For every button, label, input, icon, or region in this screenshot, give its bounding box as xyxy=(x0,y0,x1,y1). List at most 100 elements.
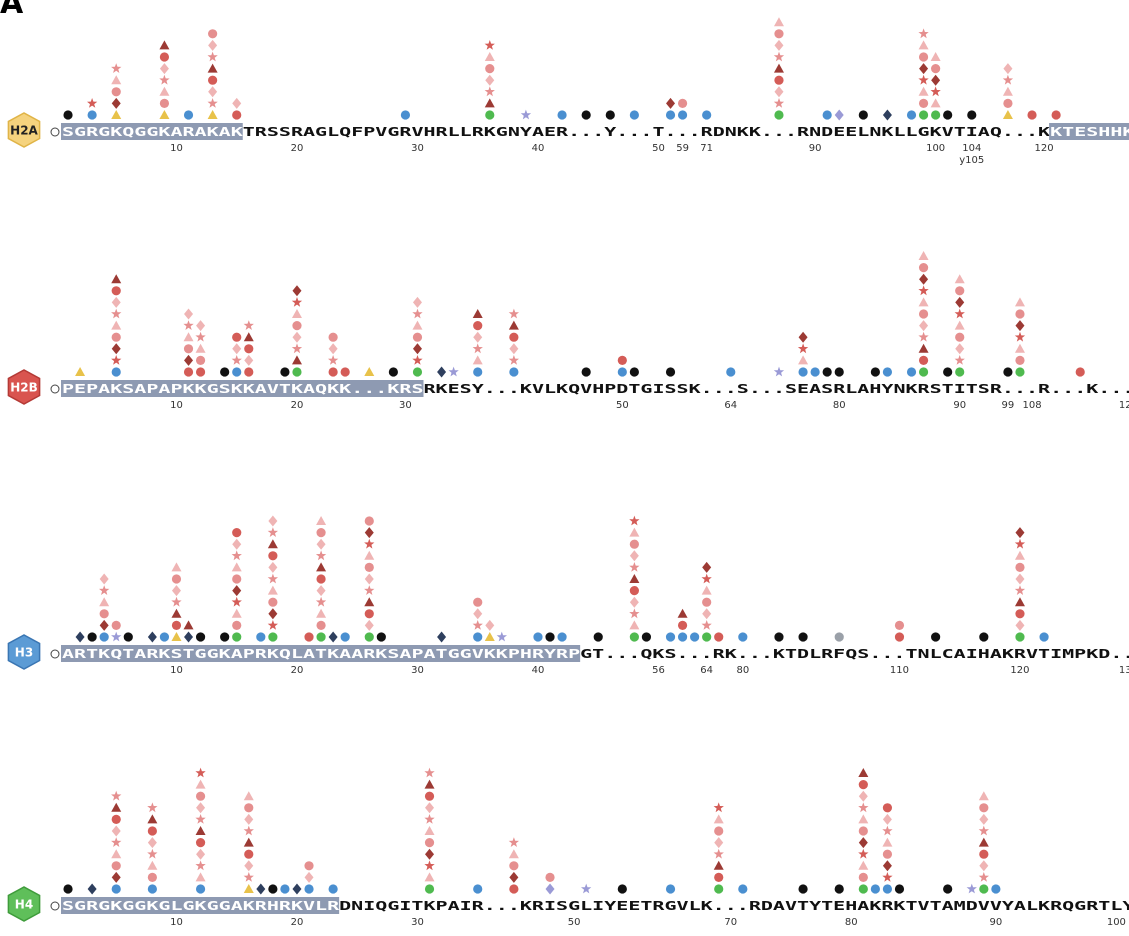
ptm-marker xyxy=(978,872,989,882)
ptm-stack xyxy=(340,367,350,377)
ptm-marker xyxy=(484,52,495,61)
ptm-marker xyxy=(1039,632,1049,642)
ptm-marker xyxy=(557,632,567,642)
residue-number: 30 xyxy=(411,143,424,154)
ptm-marker xyxy=(798,884,808,894)
ptm-marker xyxy=(244,803,254,813)
ptm-marker xyxy=(677,620,688,631)
ptm-marker xyxy=(617,355,627,365)
ptm-marker xyxy=(207,98,218,108)
ptm-marker xyxy=(328,631,338,643)
ptm-marker xyxy=(677,98,688,108)
ptm-marker xyxy=(472,355,483,365)
ptm-stack xyxy=(111,63,122,119)
ptm-marker xyxy=(280,367,290,377)
ptm-marker xyxy=(171,574,182,584)
ptm-marker xyxy=(617,884,627,894)
ptm-marker xyxy=(1014,538,1026,549)
ptm-marker xyxy=(955,367,965,377)
ptm-marker xyxy=(412,355,423,365)
ptm-stack xyxy=(437,631,447,643)
ptm-marker xyxy=(207,63,218,73)
ptm-stack xyxy=(810,367,820,377)
ptm-marker xyxy=(714,826,724,836)
ptm-marker xyxy=(701,573,712,584)
ptm-marker xyxy=(774,75,784,85)
ptm-stack xyxy=(834,632,844,642)
ptm-stack xyxy=(328,884,338,894)
ptm-stack xyxy=(231,332,242,377)
residue-number: 30 xyxy=(399,400,412,411)
ptm-marker xyxy=(316,516,327,525)
ptm-marker xyxy=(425,802,435,814)
ptm-stack xyxy=(388,367,398,377)
ptm-marker xyxy=(919,63,929,75)
ptm-stack xyxy=(111,790,122,894)
residue-number: 20 xyxy=(291,143,304,154)
ptm-marker xyxy=(1075,367,1085,377)
ptm-stack xyxy=(943,884,953,894)
ptm-marker xyxy=(195,838,206,848)
ptm-marker xyxy=(111,355,122,365)
ptm-marker xyxy=(1015,309,1025,319)
ptm-marker xyxy=(774,86,784,98)
ptm-marker xyxy=(183,332,194,342)
ptm-stack xyxy=(484,619,495,641)
ptm-marker xyxy=(834,367,844,377)
ptm-stack xyxy=(991,884,1001,894)
ptm-marker xyxy=(858,802,869,813)
ptm-marker xyxy=(677,632,688,642)
ptm-marker xyxy=(472,343,483,354)
histone-name: H4 xyxy=(15,898,33,912)
ptm-marker xyxy=(701,585,712,595)
ptm-marker xyxy=(918,110,929,120)
ptm-stack xyxy=(557,110,567,120)
ptm-stack xyxy=(677,98,688,120)
ptm-marker xyxy=(906,367,917,377)
ptm-marker xyxy=(991,884,1001,894)
ptm-marker xyxy=(111,802,122,812)
ptm-marker xyxy=(111,837,122,847)
n-terminus-icon xyxy=(50,127,60,137)
ptm-marker xyxy=(364,585,375,595)
residue-number: 10 xyxy=(170,400,183,411)
ptm-marker xyxy=(400,110,411,120)
ptm-marker xyxy=(858,860,869,870)
ptm-marker xyxy=(665,884,676,894)
ptm-stack xyxy=(508,308,519,377)
ptm-stack xyxy=(918,251,929,377)
ptm-marker xyxy=(244,367,254,377)
ptm-marker xyxy=(979,632,989,642)
ptm-stack xyxy=(484,40,495,120)
ptm-marker xyxy=(184,354,194,366)
residue-number: 56 xyxy=(652,665,665,676)
ptm-marker xyxy=(943,367,953,377)
ptm-stack xyxy=(677,608,688,642)
ptm-marker xyxy=(882,803,893,813)
ptm-marker xyxy=(918,367,929,377)
ptm-marker xyxy=(243,825,254,836)
core-sequence: DNIQGITKPAIR...KRISGLIYEETRGVLK...RDAVTY… xyxy=(339,898,1129,913)
ptm-marker xyxy=(955,343,965,355)
ptm-stack xyxy=(738,884,748,894)
ptm-marker xyxy=(919,320,929,332)
ptm-marker xyxy=(256,883,266,895)
ptm-marker xyxy=(195,343,206,353)
ptm-marker xyxy=(195,814,206,824)
ptm-marker xyxy=(87,883,97,895)
ptm-marker xyxy=(424,791,435,801)
ptm-marker xyxy=(244,354,254,366)
ptm-marker xyxy=(111,884,121,894)
ptm-marker xyxy=(509,871,519,883)
ptm-marker xyxy=(978,825,989,836)
ptm-marker xyxy=(1002,74,1014,85)
ptm-stack xyxy=(412,296,423,377)
ptm-stack xyxy=(581,110,591,120)
ptm-stack xyxy=(159,40,170,119)
ptm-stack xyxy=(978,791,989,894)
ptm-marker xyxy=(931,110,941,120)
ptm-marker xyxy=(714,872,724,883)
ptm-marker xyxy=(798,632,808,642)
ptm-marker xyxy=(738,884,748,894)
